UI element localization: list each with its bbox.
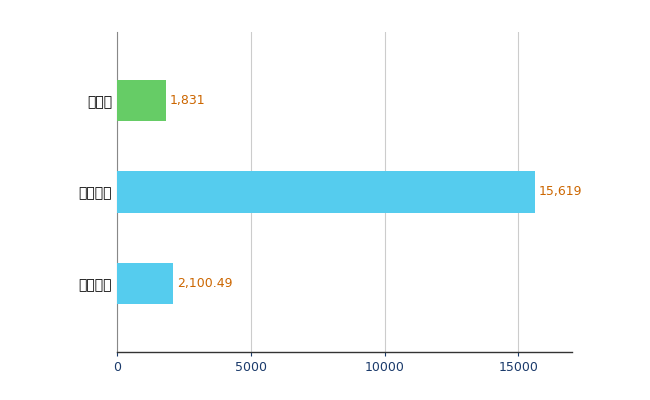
Bar	[117, 80, 166, 121]
Bar	[117, 263, 173, 304]
Text: 1,831: 1,831	[170, 94, 205, 107]
Bar	[117, 172, 535, 212]
Text: 2,100.49: 2,100.49	[177, 277, 233, 290]
Text: 15,619: 15,619	[539, 186, 582, 198]
